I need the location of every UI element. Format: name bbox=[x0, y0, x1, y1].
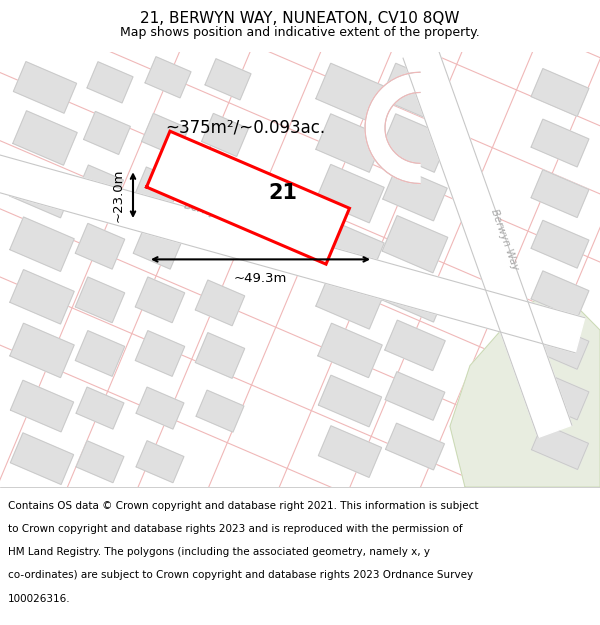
Polygon shape bbox=[531, 170, 589, 217]
Polygon shape bbox=[383, 166, 447, 221]
Polygon shape bbox=[385, 372, 445, 420]
Polygon shape bbox=[13, 62, 77, 113]
Text: HM Land Registry. The polygons (including the associated geometry, namely x, y: HM Land Registry. The polygons (includin… bbox=[8, 547, 430, 557]
Polygon shape bbox=[316, 63, 384, 122]
Polygon shape bbox=[319, 375, 382, 427]
Polygon shape bbox=[0, 151, 585, 353]
Polygon shape bbox=[386, 423, 445, 470]
Text: ~375m²/~0.093ac.: ~375m²/~0.093ac. bbox=[165, 119, 325, 137]
Polygon shape bbox=[83, 111, 130, 154]
Polygon shape bbox=[136, 441, 184, 483]
Text: ~23.0m: ~23.0m bbox=[112, 168, 125, 222]
Polygon shape bbox=[381, 63, 449, 122]
Polygon shape bbox=[146, 131, 349, 264]
Polygon shape bbox=[531, 321, 589, 369]
Text: 100026316.: 100026316. bbox=[8, 594, 70, 604]
Polygon shape bbox=[76, 277, 125, 322]
Polygon shape bbox=[145, 57, 191, 98]
Polygon shape bbox=[381, 114, 449, 172]
Polygon shape bbox=[318, 323, 382, 378]
Polygon shape bbox=[77, 165, 124, 208]
Polygon shape bbox=[531, 119, 589, 167]
Polygon shape bbox=[10, 217, 74, 271]
Polygon shape bbox=[196, 390, 244, 432]
Text: Berwyn Way: Berwyn Way bbox=[182, 201, 247, 228]
Polygon shape bbox=[316, 271, 384, 329]
Text: 21, BERWYN WAY, NUNEATON, CV10 8QW: 21, BERWYN WAY, NUNEATON, CV10 8QW bbox=[140, 11, 460, 26]
Polygon shape bbox=[382, 216, 448, 272]
Text: to Crown copyright and database rights 2023 and is reproduced with the permissio: to Crown copyright and database rights 2… bbox=[8, 524, 463, 534]
Polygon shape bbox=[316, 164, 384, 222]
Polygon shape bbox=[450, 284, 600, 487]
Polygon shape bbox=[531, 69, 589, 116]
Polygon shape bbox=[532, 424, 589, 469]
Polygon shape bbox=[87, 62, 133, 103]
Polygon shape bbox=[531, 271, 589, 319]
Polygon shape bbox=[136, 387, 184, 429]
Polygon shape bbox=[383, 268, 447, 322]
Text: Map shows position and indicative extent of the property.: Map shows position and indicative extent… bbox=[120, 26, 480, 39]
Polygon shape bbox=[76, 331, 125, 376]
Polygon shape bbox=[365, 72, 420, 184]
Text: co-ordinates) are subject to Crown copyright and database rights 2023 Ordnance S: co-ordinates) are subject to Crown copyr… bbox=[8, 571, 473, 581]
Polygon shape bbox=[531, 221, 589, 268]
Polygon shape bbox=[205, 59, 251, 100]
Text: ~49.3m: ~49.3m bbox=[234, 271, 287, 284]
Polygon shape bbox=[142, 114, 188, 156]
Text: Berwyn Way: Berwyn Way bbox=[490, 207, 521, 271]
Polygon shape bbox=[196, 332, 245, 378]
Polygon shape bbox=[136, 277, 185, 322]
Polygon shape bbox=[10, 380, 74, 432]
Polygon shape bbox=[10, 163, 74, 217]
Polygon shape bbox=[531, 372, 589, 420]
Polygon shape bbox=[10, 269, 74, 324]
Polygon shape bbox=[133, 223, 182, 269]
Polygon shape bbox=[76, 441, 124, 483]
Polygon shape bbox=[196, 280, 245, 326]
Polygon shape bbox=[403, 46, 572, 438]
Polygon shape bbox=[76, 387, 124, 429]
Polygon shape bbox=[136, 331, 185, 376]
Text: Contains OS data © Crown copyright and database right 2021. This information is : Contains OS data © Crown copyright and d… bbox=[8, 501, 478, 511]
Polygon shape bbox=[134, 167, 181, 210]
Polygon shape bbox=[319, 426, 382, 478]
Polygon shape bbox=[10, 433, 74, 484]
Polygon shape bbox=[13, 111, 77, 165]
Polygon shape bbox=[10, 323, 74, 378]
Polygon shape bbox=[76, 223, 125, 269]
Polygon shape bbox=[316, 220, 384, 278]
Polygon shape bbox=[385, 320, 445, 371]
Text: 21: 21 bbox=[269, 182, 298, 203]
Polygon shape bbox=[202, 114, 248, 156]
Polygon shape bbox=[316, 114, 384, 172]
